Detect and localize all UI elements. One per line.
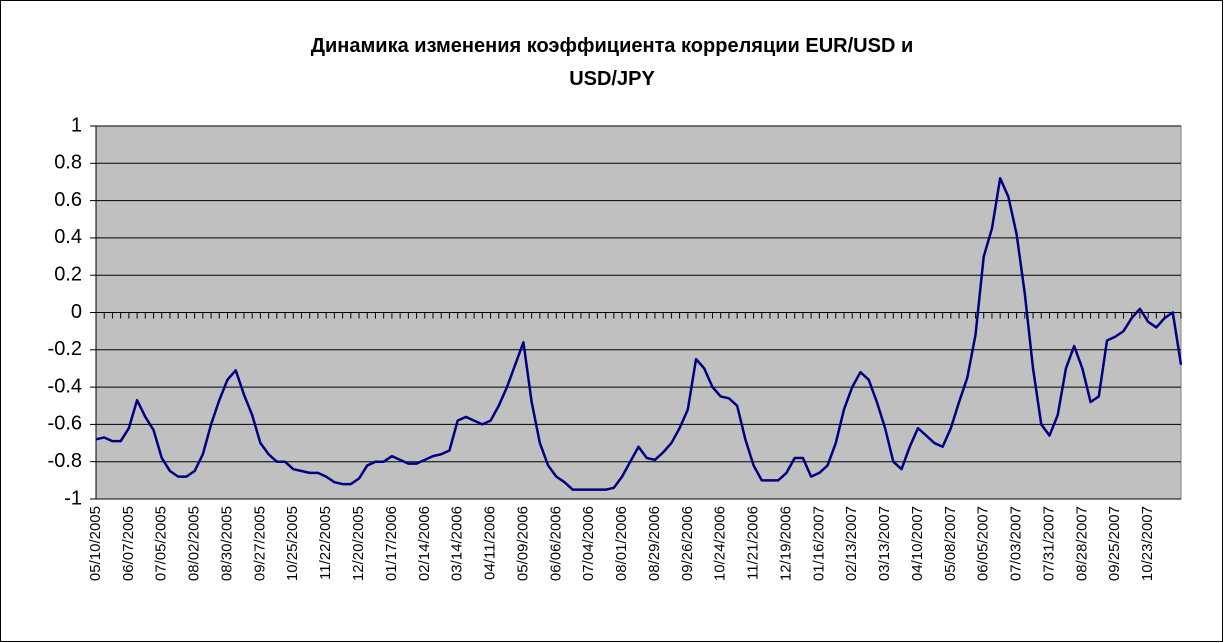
y-tick-label: 0.8 xyxy=(54,152,82,174)
x-tick-label: 03/14/2006 xyxy=(449,506,466,581)
x-tick-label: 10/24/2006 xyxy=(712,506,729,581)
x-tick-label: 11/22/2005 xyxy=(317,506,334,580)
x-tick-label: 10/25/2005 xyxy=(284,506,301,581)
x-tick-label: 04/11/2006 xyxy=(482,506,499,580)
y-tick-label: 0.2 xyxy=(54,263,82,285)
y-tick-label: 0 xyxy=(71,301,82,323)
x-tick-label: 12/19/2006 xyxy=(777,506,794,581)
x-tick-label: 08/28/2007 xyxy=(1073,506,1090,581)
y-tick-label: -0.4 xyxy=(48,375,82,397)
x-tick-label: 12/20/2005 xyxy=(350,506,367,581)
x-tick-label: 08/02/2005 xyxy=(186,506,203,581)
x-tick-label: 07/31/2007 xyxy=(1040,506,1057,581)
x-tick-label: 09/26/2006 xyxy=(679,506,696,581)
x-tick-label: 07/04/2006 xyxy=(580,506,597,581)
data-line xyxy=(95,176,1183,491)
x-tick-label: 02/14/2006 xyxy=(416,506,433,581)
x-tick-label: 04/10/2007 xyxy=(909,506,926,581)
x-tick-label: 05/09/2006 xyxy=(514,506,531,581)
x-tick-label: 08/30/2005 xyxy=(218,506,235,581)
x-tick-label: 09/25/2007 xyxy=(1106,506,1123,581)
y-tick-label: 0.6 xyxy=(54,189,82,211)
x-tick-label: 07/03/2007 xyxy=(1008,506,1025,581)
y-tick-label: 0.4 xyxy=(54,226,82,248)
x-tick-label: 08/01/2006 xyxy=(613,506,630,581)
y-tick-label: -0.2 xyxy=(48,338,82,360)
x-tick-label: 05/08/2007 xyxy=(942,506,959,581)
y-tick-label: -1 xyxy=(64,487,82,509)
x-tick-label: 06/07/2005 xyxy=(120,506,137,581)
x-tick-label: 03/13/2007 xyxy=(876,506,893,581)
x-tick-label: 01/17/2006 xyxy=(383,506,400,581)
x-tick-label: 11/21/2006 xyxy=(745,506,762,580)
chart-title: Динамика изменения коэффициента корреляц… xyxy=(310,35,914,90)
y-tick-label: -0.8 xyxy=(48,450,82,472)
x-tick-label: 02/13/2007 xyxy=(843,506,860,581)
x-tick-label: 06/06/2006 xyxy=(547,506,564,581)
y-tick-label: 1 xyxy=(71,114,82,136)
x-tick-label: 10/23/2007 xyxy=(1139,506,1156,581)
x-tick-label: 06/05/2007 xyxy=(975,506,992,581)
x-tick-label: 08/29/2006 xyxy=(646,506,663,581)
x-tick-label: 09/27/2005 xyxy=(251,506,268,581)
y-tick-label: -0.6 xyxy=(48,413,82,435)
x-tick-label: 05/10/2005 xyxy=(87,506,104,581)
x-tick-label: 01/16/2007 xyxy=(810,506,827,581)
x-tick-label: 07/05/2005 xyxy=(153,506,170,581)
